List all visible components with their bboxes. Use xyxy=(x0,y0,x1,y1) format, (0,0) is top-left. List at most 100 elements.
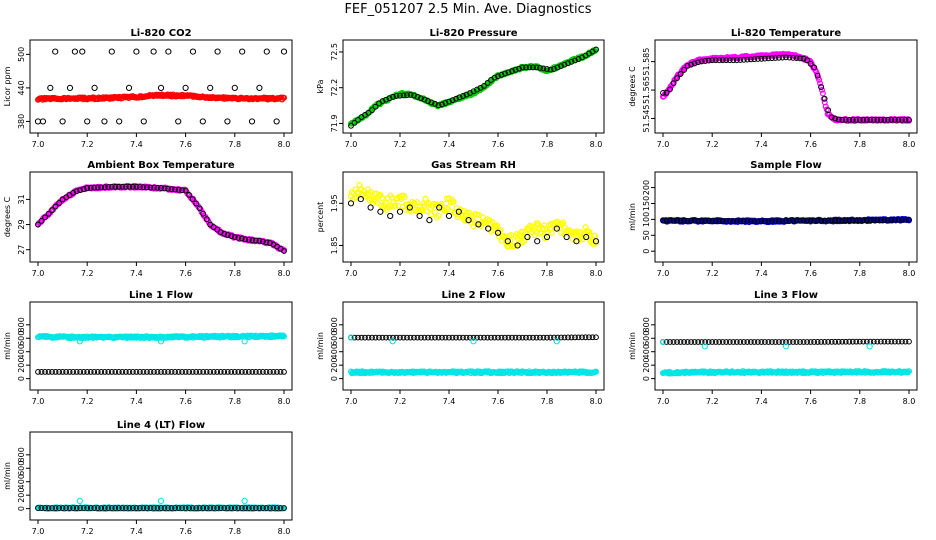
plot-frame xyxy=(29,301,293,391)
data-point xyxy=(165,368,171,375)
panel-title: Li-820 Temperature xyxy=(731,28,841,39)
data-point xyxy=(526,64,533,71)
data-point xyxy=(189,48,197,55)
data-point xyxy=(66,368,73,375)
x-tick-label: 7.6 xyxy=(179,397,192,406)
data-point xyxy=(790,54,796,61)
data-point xyxy=(529,223,536,230)
data-point xyxy=(414,334,421,341)
x-tick-label: 7.8 xyxy=(541,269,554,278)
data-point xyxy=(592,232,599,239)
data-point xyxy=(267,240,273,246)
data-point xyxy=(663,339,670,345)
data-point xyxy=(280,48,288,55)
x-tick-label: 7.4 xyxy=(130,397,143,406)
data-point xyxy=(453,95,459,102)
y-tick-label: 51.565 xyxy=(642,76,651,104)
data-point xyxy=(818,86,825,93)
data-point xyxy=(263,368,270,375)
data-point xyxy=(846,338,853,345)
data-point xyxy=(877,217,884,223)
data-point xyxy=(519,64,526,71)
data-point xyxy=(421,96,428,103)
data-point xyxy=(239,48,246,55)
y-tick-label: 200 xyxy=(642,180,651,195)
data-point xyxy=(263,505,270,511)
data-point xyxy=(531,232,538,239)
x-tick-label: 7.4 xyxy=(130,140,143,149)
data-point xyxy=(374,199,381,206)
plot-frame xyxy=(654,39,918,134)
y-tick-label: 0 xyxy=(17,376,26,381)
data-point xyxy=(49,368,55,375)
data-point xyxy=(660,217,666,224)
series-avg xyxy=(660,216,912,225)
data-point xyxy=(274,505,280,511)
series-raw xyxy=(34,91,288,103)
series-area xyxy=(348,46,599,129)
series-raw xyxy=(659,50,912,124)
data-point xyxy=(91,368,98,375)
data-point xyxy=(902,338,909,345)
data-point xyxy=(495,73,501,80)
data-point xyxy=(228,368,235,375)
data-point xyxy=(133,183,140,190)
data-point xyxy=(126,368,133,375)
data-point xyxy=(874,217,881,224)
data-point xyxy=(512,334,519,341)
data-point xyxy=(554,334,561,341)
data-point xyxy=(814,72,821,79)
data-point xyxy=(442,100,449,106)
data-point xyxy=(235,234,242,241)
data-point xyxy=(870,116,877,123)
data-point xyxy=(551,334,557,341)
data-point xyxy=(460,334,466,341)
data-point xyxy=(526,334,533,341)
data-point xyxy=(42,214,48,221)
data-point xyxy=(425,334,431,341)
data-point xyxy=(560,219,567,226)
x-tick-label: 7.6 xyxy=(492,140,505,149)
data-point xyxy=(256,238,263,244)
data-point xyxy=(348,122,354,129)
data-point xyxy=(182,368,189,375)
data-point xyxy=(533,334,540,341)
data-point xyxy=(347,334,355,341)
data-point xyxy=(523,64,529,71)
data-point xyxy=(779,54,786,61)
data-point xyxy=(849,116,856,123)
data-point xyxy=(84,185,91,191)
data-point xyxy=(772,55,779,61)
data-point xyxy=(390,334,396,341)
data-point xyxy=(782,343,790,350)
data-point xyxy=(182,187,189,194)
data-point xyxy=(263,48,270,55)
data-point xyxy=(702,339,709,345)
data-point xyxy=(66,505,73,511)
data-point xyxy=(73,188,80,195)
data-point xyxy=(592,238,600,245)
x-tick-label: 7.8 xyxy=(853,397,866,406)
data-point xyxy=(504,238,511,245)
data-point xyxy=(274,368,280,375)
data-point xyxy=(586,228,593,235)
data-point xyxy=(281,505,287,511)
data-point xyxy=(221,505,228,511)
data-point xyxy=(853,338,860,345)
y-tick-label: 380 xyxy=(17,114,26,129)
data-point xyxy=(421,334,428,341)
data-point xyxy=(832,115,839,122)
data-point xyxy=(277,368,284,375)
data-point xyxy=(863,217,870,224)
plot-frame xyxy=(29,431,293,521)
x-tick-label: 7.4 xyxy=(443,140,456,149)
data-point xyxy=(406,204,413,211)
series-avg xyxy=(35,505,287,511)
data-point xyxy=(80,186,87,193)
data-point xyxy=(688,61,695,68)
data-point xyxy=(161,368,168,375)
data-point xyxy=(819,90,826,97)
data-point xyxy=(49,207,55,214)
data-point xyxy=(502,334,508,341)
data-point xyxy=(252,368,259,375)
